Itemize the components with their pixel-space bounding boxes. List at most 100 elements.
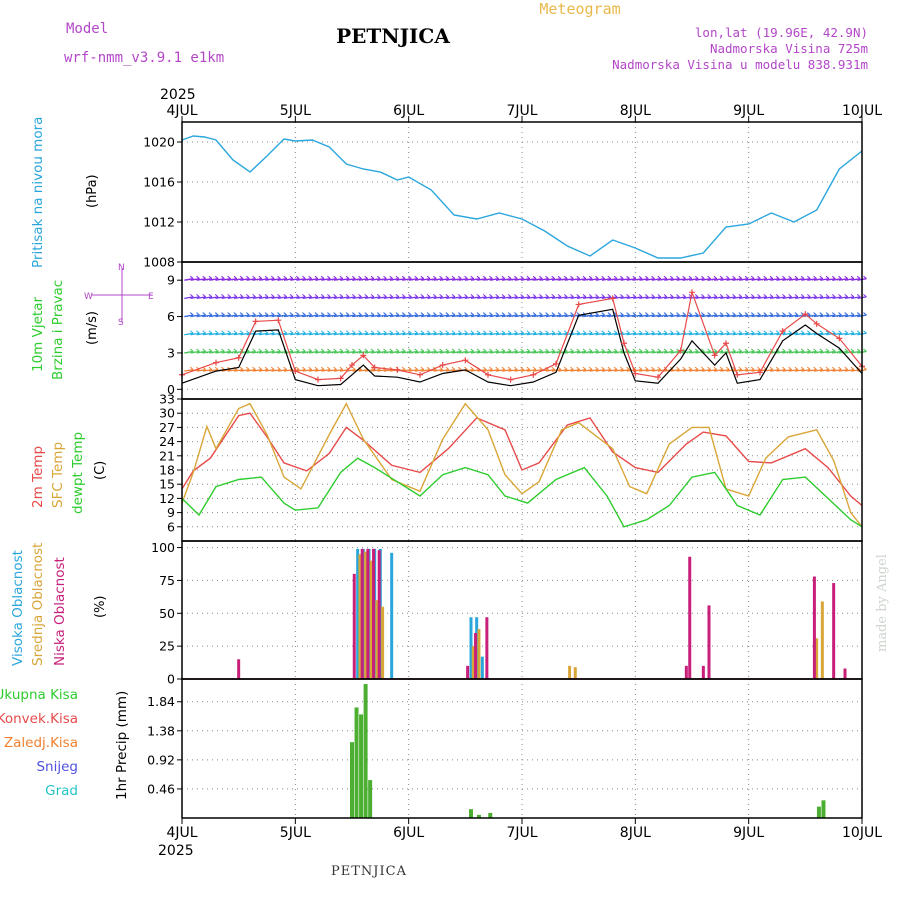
wind-barb-head <box>476 348 481 352</box>
wind-barb <box>632 332 643 336</box>
precip-legend-item: Ukupna Kisa <box>0 687 78 703</box>
wind-barb-head <box>470 366 475 370</box>
wind-barb-head <box>545 312 549 316</box>
station-title: PETNJICA <box>336 24 450 48</box>
wind-barb-head <box>807 348 811 352</box>
wind-barb <box>651 332 661 336</box>
wind-barb-head <box>302 293 306 298</box>
wind-barb <box>770 296 780 300</box>
wind-barb-head <box>688 312 693 316</box>
wind-barb <box>558 332 568 336</box>
wind-barb <box>657 296 668 300</box>
mid_cloud-bar <box>477 629 481 679</box>
wind-barb-head <box>408 312 412 316</box>
wind-barb <box>414 296 425 300</box>
wind-barb <box>271 350 281 354</box>
wind-barb-head <box>644 293 649 298</box>
wind-barb-head <box>539 348 543 352</box>
model-label: Model <box>66 21 108 37</box>
wind-barb <box>788 296 799 300</box>
wind-barb-head <box>302 348 306 352</box>
wind-barb-head <box>264 348 269 352</box>
wind-barb-head <box>283 312 288 316</box>
wind-barb <box>826 314 836 318</box>
wind-barb-head <box>489 312 493 316</box>
wind-barb-head <box>314 330 319 334</box>
wind-barb-head <box>277 275 281 280</box>
wind-barb-head <box>588 366 593 370</box>
wind-barb <box>763 296 774 300</box>
wind-barb <box>458 314 468 318</box>
wind-barb <box>770 278 780 281</box>
wind-barb <box>290 278 300 281</box>
wind-barb <box>670 296 680 300</box>
wind-barb <box>620 314 630 318</box>
wind-barb <box>601 332 612 336</box>
wind-barb <box>265 332 275 336</box>
wind-barb <box>682 332 693 336</box>
wind-barb-head <box>333 330 337 334</box>
high_cloud-bar <box>390 552 394 679</box>
wind-barb <box>470 332 481 336</box>
wind-barb <box>595 314 605 318</box>
wind-barb <box>421 332 431 336</box>
wind-barb-head <box>345 275 350 280</box>
wind-barb-head <box>283 293 288 298</box>
wind-barb <box>844 296 855 300</box>
x-tick-top: 8JUL <box>620 103 651 119</box>
low_cloud-bar <box>485 617 489 679</box>
wind-barb-head <box>800 293 805 298</box>
wind-barb-head <box>426 348 431 352</box>
wind-barb-head <box>620 293 624 298</box>
wind-barb <box>377 368 387 372</box>
wind-barb-head <box>221 275 225 280</box>
wind-barb <box>327 350 337 354</box>
wind-barb <box>745 314 755 318</box>
wind-barb-head <box>202 275 207 280</box>
wind-barb-head <box>532 366 537 370</box>
wind-barb <box>371 350 381 354</box>
wind-barb <box>763 314 774 318</box>
wind-barb-head <box>376 348 381 352</box>
wind-barb <box>327 368 337 372</box>
wind-barb <box>327 332 337 336</box>
wind-barb <box>526 278 537 281</box>
wind-barb <box>302 350 312 354</box>
wind-barb-head <box>489 348 493 352</box>
wind-barb <box>558 368 568 372</box>
wind-barb <box>720 332 730 336</box>
wind-barb <box>252 368 262 372</box>
wind-barb-head <box>526 293 531 298</box>
wind-barb-head <box>651 366 655 370</box>
wind-barb <box>583 350 593 354</box>
wind-barb-head <box>850 275 855 280</box>
wind-barb-head <box>775 293 780 298</box>
precip-bar <box>354 707 359 818</box>
wind-gust-marker <box>394 366 401 373</box>
wind-barb-head <box>501 275 506 280</box>
wind-barb <box>583 296 593 300</box>
model-elevation-info: Nadmorska Visina u modelu 838.931m <box>612 57 868 72</box>
precip-bar <box>476 814 481 818</box>
wind-barb <box>333 350 343 354</box>
wind-barb <box>477 278 487 281</box>
wind-barb <box>595 296 605 300</box>
wind-barb <box>632 350 643 354</box>
wind-barb-head <box>844 366 849 370</box>
x-tick-bottom: 8JUL <box>620 825 651 841</box>
wind-barb <box>364 296 375 300</box>
wind-barb-head <box>227 275 231 280</box>
wind-barb-head <box>825 348 830 352</box>
mid_cloud-bar <box>369 560 373 679</box>
wind-barb-head <box>856 348 861 352</box>
wind-barb-head <box>482 366 487 370</box>
wind-barb-head <box>364 275 369 280</box>
wind-gust-marker <box>349 362 355 369</box>
wind-barb <box>377 332 387 336</box>
wind-barb-head <box>539 293 543 298</box>
wind-barb-head <box>626 330 630 334</box>
wind-barb <box>477 332 487 336</box>
x-tick-top: 7JUL <box>506 103 537 119</box>
wind-barb <box>502 332 512 336</box>
wind-barb <box>520 350 530 354</box>
